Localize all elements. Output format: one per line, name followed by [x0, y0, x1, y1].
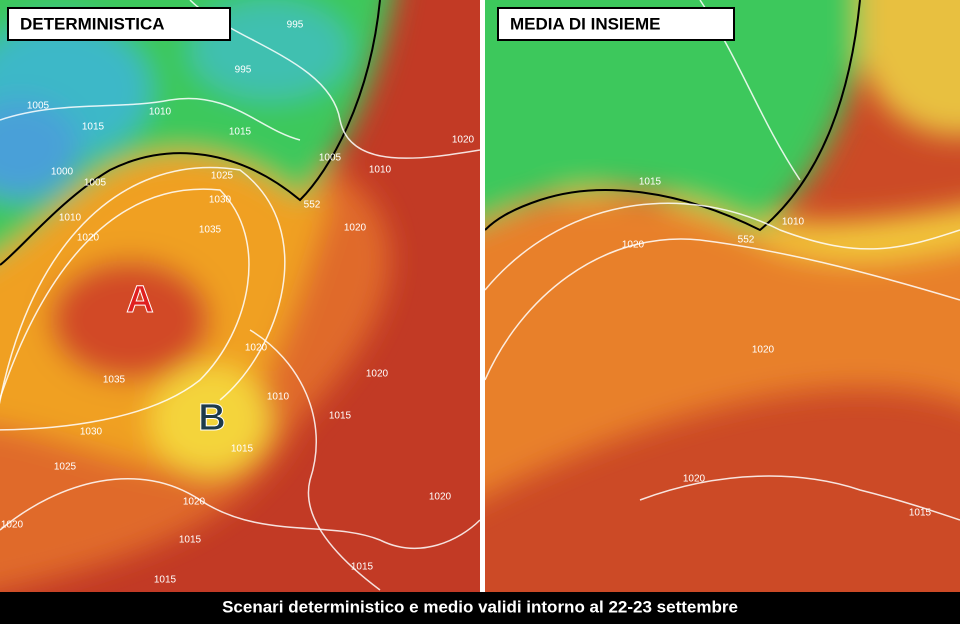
isobar-label: 995 [287, 20, 304, 31]
caption-bar [0, 592, 960, 624]
isobar-label: 1025 [211, 171, 234, 182]
isobar-label: 1020 [429, 492, 452, 503]
isobar-label: 1015 [329, 411, 352, 422]
right-map [485, 0, 960, 592]
isobar-label: 1030 [80, 427, 103, 438]
isobar-label: 1015 [231, 444, 254, 455]
left-map [0, 0, 480, 592]
isobar-label: 1015 [82, 122, 105, 133]
isobar-label: 1020 [366, 369, 389, 380]
isobar-label: 1020 [622, 240, 645, 251]
isobar-label: 1000 [51, 167, 74, 178]
isobar-label: 1035 [199, 225, 222, 236]
panel-title: MEDIA DI INSIEME [510, 14, 661, 33]
isobar-label: 1015 [639, 177, 662, 188]
isobar-label: 1005 [319, 153, 342, 164]
isobar-label: 1010 [782, 217, 805, 228]
title-box [497, 7, 735, 41]
isobar-label: 552 [738, 235, 755, 246]
isobar-label: 1020 [752, 345, 775, 356]
isobar-label: 1015 [229, 127, 252, 138]
isobar-label: 1025 [54, 462, 77, 473]
isobar-label: 1010 [59, 213, 82, 224]
isobar-label: 1010 [149, 107, 172, 118]
isobar-label: 1015 [154, 575, 177, 586]
high-pressure-label: A [126, 279, 153, 321]
isobar-label: 1020 [683, 474, 706, 485]
isobar-label: 1020 [77, 233, 100, 244]
isobar-label: 1020 [245, 343, 268, 354]
isobar-label: 1015 [909, 508, 932, 519]
isobar-label: 1020 [183, 497, 206, 508]
isobar-label: 1005 [27, 101, 50, 112]
isobar-label: 552 [304, 200, 321, 211]
isobar-label: 1010 [369, 165, 392, 176]
isobar-label: 1015 [179, 535, 202, 546]
isobar-label: 1015 [351, 562, 374, 573]
isobar-label: 1005 [84, 178, 107, 189]
isobar-label: 1035 [103, 375, 126, 386]
caption: Scenari deterministico e medio validi in… [222, 597, 738, 616]
isobar-label: 995 [235, 65, 252, 76]
isobar-label: 1020 [452, 135, 475, 146]
isobar-label: 1030 [209, 195, 232, 206]
low-pressure-label: B [198, 397, 225, 439]
isobar-label: 1020 [344, 223, 367, 234]
isobar-label: 1010 [267, 392, 290, 403]
divider [480, 0, 485, 592]
title-box [7, 7, 231, 41]
isobar-label: 1020 [1, 520, 24, 531]
panel-title: DETERMINISTICA [20, 14, 165, 33]
